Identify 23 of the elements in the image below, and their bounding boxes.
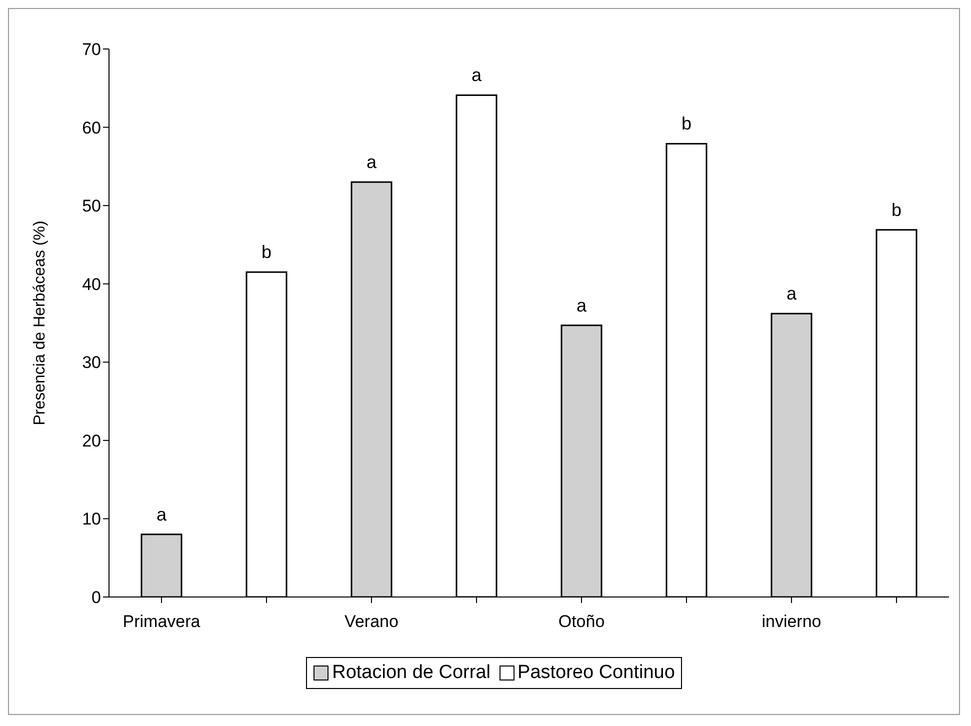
y-axis-title: Presencia de Herbáceas (%) xyxy=(32,220,49,426)
y-tick-label: 0 xyxy=(92,588,101,608)
y-tick-label: 30 xyxy=(82,353,101,372)
data-label: a xyxy=(786,284,798,304)
y-tick-label: 20 xyxy=(82,431,101,450)
x-tick-label: Primavera xyxy=(122,612,201,632)
y-tick-label: 50 xyxy=(82,196,101,216)
y-tick-label: 70 xyxy=(82,40,101,60)
legend-label: Rotacion de Corral xyxy=(331,662,491,684)
legend-label: Pastoreo Continuo xyxy=(516,662,675,684)
data-label: a xyxy=(471,65,482,86)
data-label: b xyxy=(261,242,272,262)
data-label: a xyxy=(156,504,168,524)
x-tick-label: Otoño xyxy=(558,612,605,632)
y-tick-label: 10 xyxy=(82,510,101,529)
y-tick-label: 60 xyxy=(82,118,101,138)
x-tick-label: Verano xyxy=(344,612,398,632)
x-tick-label: invierno xyxy=(762,612,822,632)
data-label: b xyxy=(891,200,902,220)
data-label: a xyxy=(366,152,378,172)
data-label: a xyxy=(576,295,588,316)
data-label: b xyxy=(681,114,692,134)
y-tick-label: 40 xyxy=(82,274,101,294)
